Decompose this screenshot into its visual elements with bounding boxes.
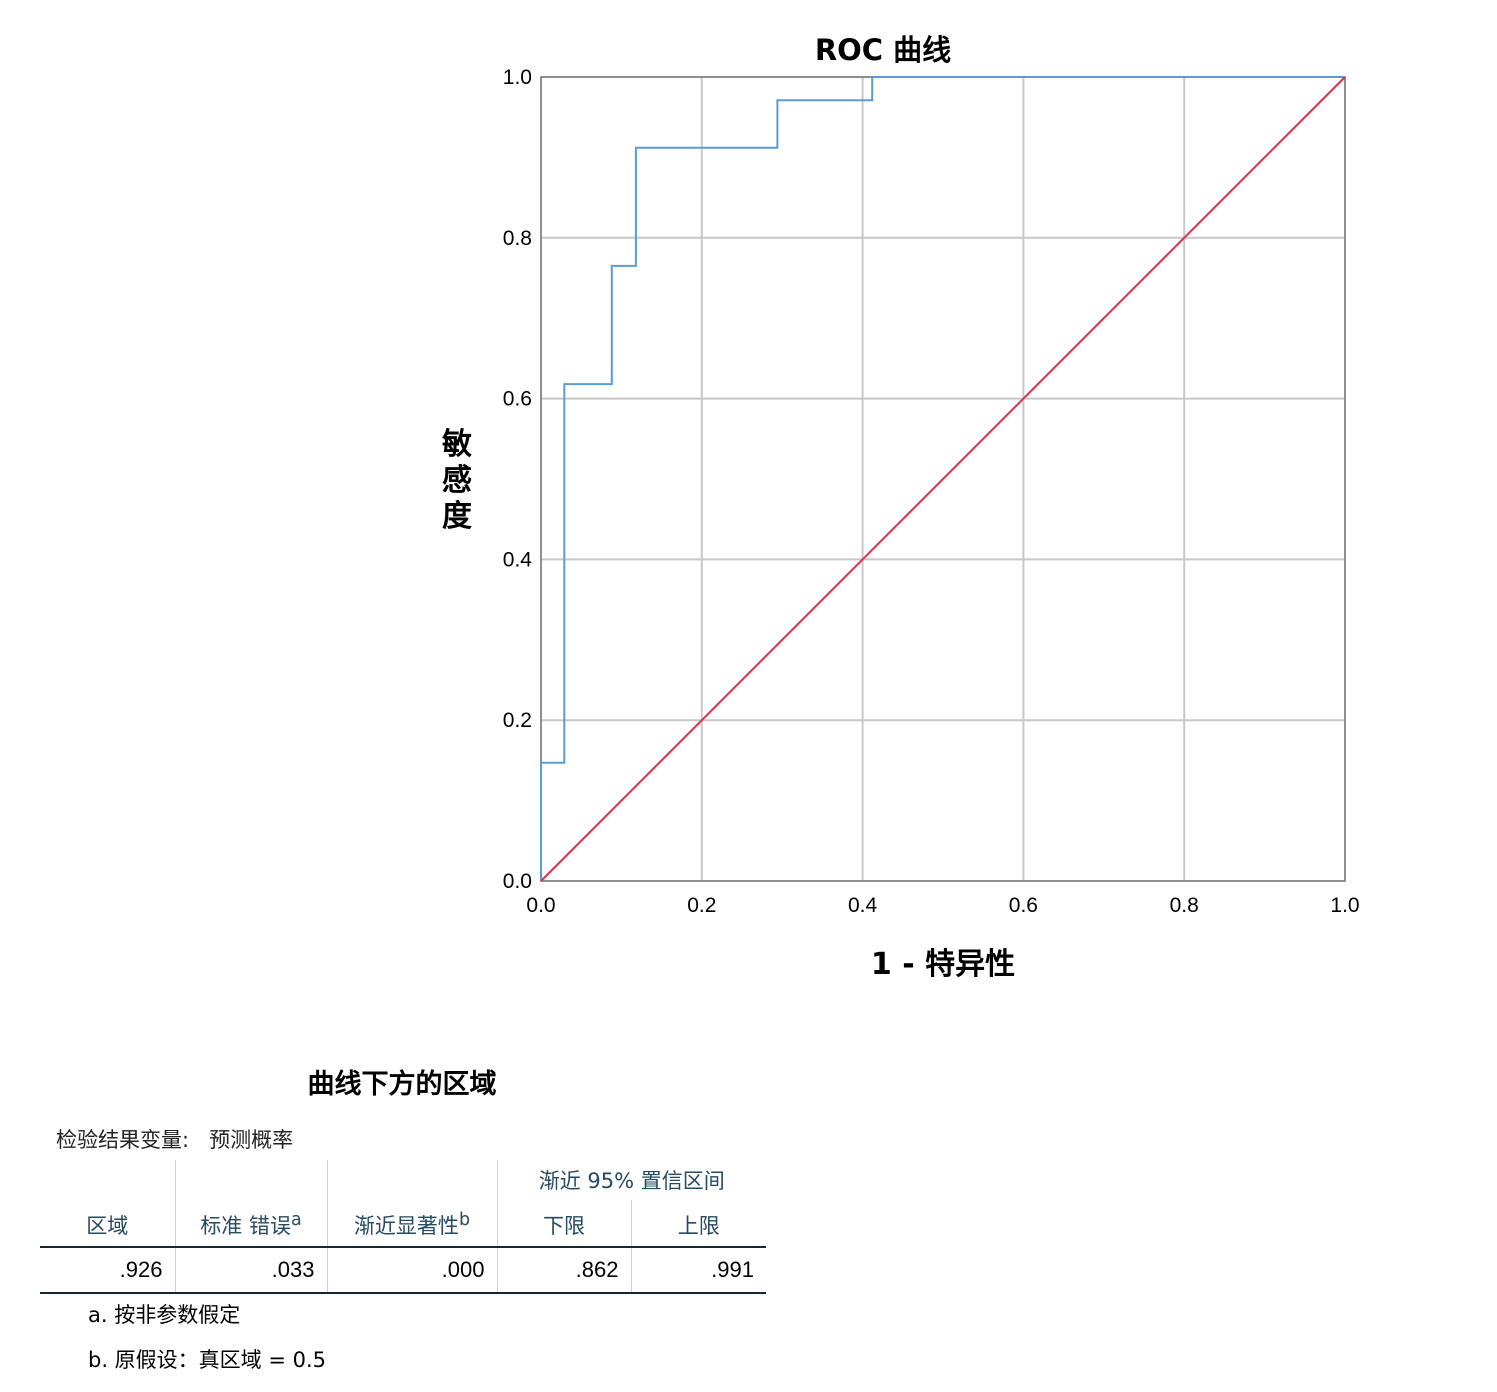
header-std-error: 标准 错误a	[174, 1200, 327, 1248]
chart-title: ROC 曲线	[815, 33, 951, 67]
header-area: 区域	[40, 1200, 175, 1248]
x-tick-label: 0.2	[687, 894, 716, 917]
x-tick-label: 0.6	[1009, 894, 1038, 917]
x-axis-label: 1 - 特异性	[871, 947, 1015, 982]
cell-lower: .862	[496, 1247, 631, 1294]
test-variable-label: 检验结果变量:	[56, 1128, 190, 1152]
y-tick-label: 1.0	[503, 66, 532, 89]
x-tick-labels: 0.0 0.2 0.4 0.6 0.8 1.0	[526, 894, 1359, 917]
test-variable-value: 预测概率	[209, 1128, 294, 1152]
series-lines	[540, 76, 1346, 882]
roc-chart: ROC 曲线 0.0 0.2 0.4 0.6 0.8 1.0 0.00.20.40.60.…	[442, 33, 1360, 982]
table-header-row-2: 区域 标准 错误a 渐近显著性b 下限 上限	[40, 1200, 766, 1248]
header-asymp-sig: 渐近显著性b	[326, 1200, 497, 1248]
y-axis-label: 敏感度	[442, 427, 472, 534]
header-upper: 上限	[630, 1200, 766, 1248]
roc-curve-line	[540, 76, 1345, 881]
y-tick-label: 0.4	[503, 548, 533, 571]
x-tick-label: 1.0	[1330, 894, 1359, 917]
cell-area: .926	[40, 1247, 175, 1294]
test-variable-line: 检验结果变量: 预测概率	[56, 1124, 313, 1154]
cell-asymp-sig: .000	[326, 1247, 497, 1294]
footnote-b: b. 原假设：真区域 = 0.5	[88, 1348, 327, 1372]
x-tick-label: 0.4	[848, 894, 878, 917]
auc-table: 渐近 95% 置信区间 区域 标准 错误a 渐近显著性b 下限 上限 .926 …	[40, 1160, 766, 1294]
table-header-row-1: 渐近 95% 置信区间	[40, 1160, 766, 1200]
y-tick-label: 0.8	[503, 227, 532, 250]
y-tick-labels: 0.0 0.2 0.4 0.6 0.8 1.0	[503, 66, 533, 893]
cell-upper: .991	[630, 1247, 766, 1294]
header-lower: 下限	[496, 1200, 631, 1248]
cell-std-error: .033	[174, 1247, 327, 1294]
reference-diagonal-line	[540, 76, 1346, 882]
y-tick-label: 0.6	[503, 388, 532, 411]
ci-header: 渐近 95% 置信区间	[496, 1160, 766, 1200]
footnote-a: a. 按非参数假定	[88, 1303, 241, 1327]
x-tick-label: 0.0	[526, 894, 555, 917]
auc-table-title: 曲线下方的区域	[307, 1069, 497, 1100]
y-tick-label: 0.2	[503, 709, 532, 732]
table-row: .926 .033 .000 .862 .991	[40, 1247, 766, 1294]
y-tick-label: 0.0	[503, 870, 532, 893]
x-tick-label: 0.8	[1170, 894, 1199, 917]
